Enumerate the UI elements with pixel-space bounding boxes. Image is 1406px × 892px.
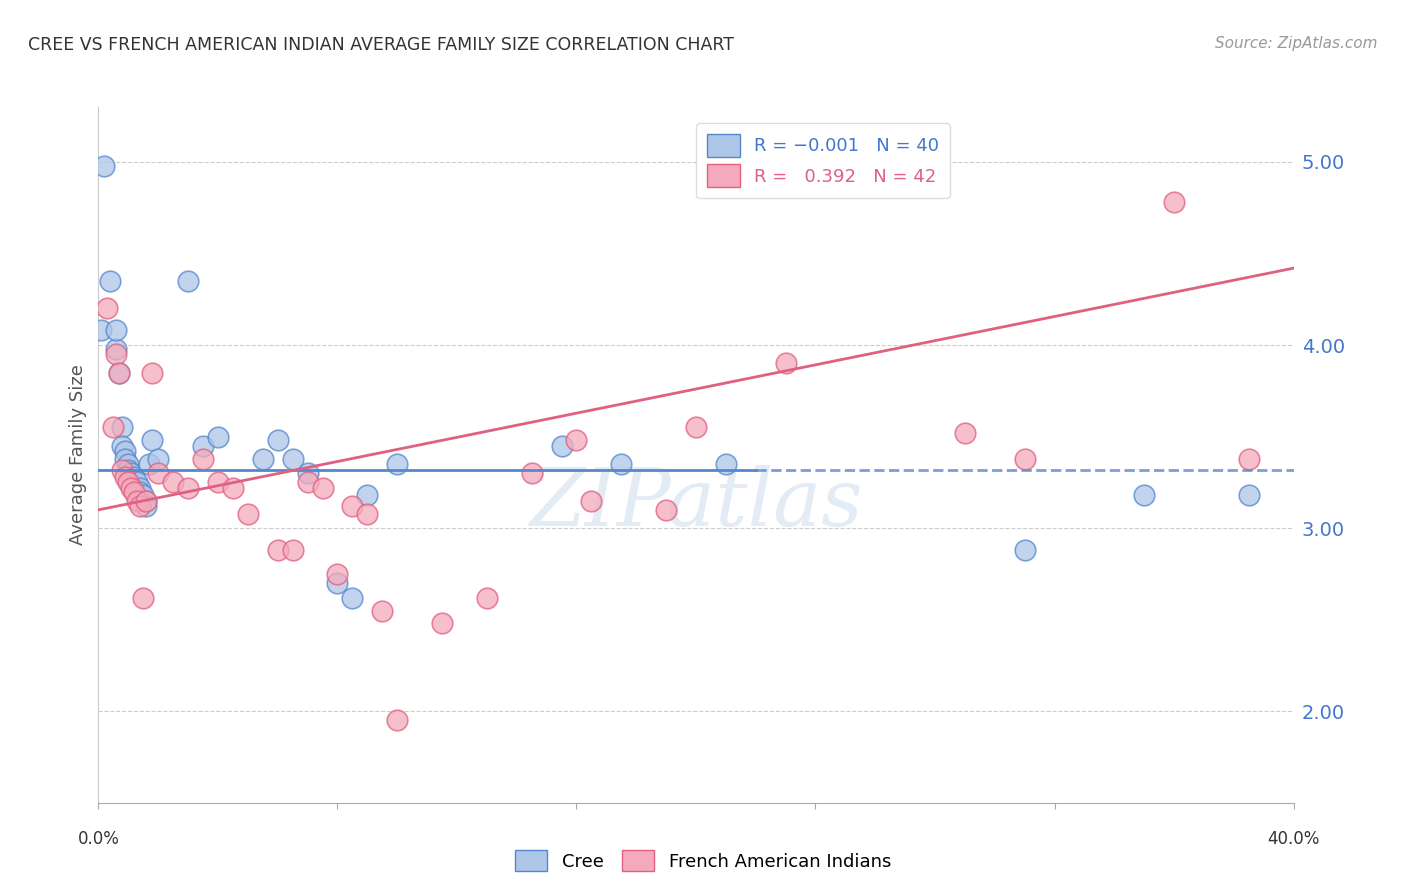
Point — [371, 603, 394, 617]
Point — [222, 481, 245, 495]
Point — [117, 462, 139, 476]
Point — [267, 543, 290, 558]
Point — [124, 470, 146, 484]
Point — [114, 451, 136, 466]
Point — [252, 451, 274, 466]
Point — [111, 439, 134, 453]
Point — [105, 347, 128, 361]
Legend: Cree, French American Indians: Cree, French American Indians — [508, 843, 898, 879]
Point — [775, 356, 797, 370]
Point — [114, 470, 136, 484]
Point — [191, 451, 214, 466]
Point — [90, 323, 112, 337]
Point — [117, 457, 139, 471]
Point — [177, 481, 200, 495]
Text: 0.0%: 0.0% — [77, 830, 120, 848]
Point — [520, 467, 543, 481]
Point — [565, 434, 588, 448]
Point — [141, 434, 163, 448]
Point — [103, 420, 125, 434]
Point — [356, 507, 378, 521]
Legend: R = −0.001   N = 40, R =   0.392   N = 42: R = −0.001 N = 40, R = 0.392 N = 42 — [696, 123, 950, 198]
Point — [714, 457, 737, 471]
Point — [141, 366, 163, 380]
Point — [1237, 451, 1260, 466]
Point — [297, 475, 319, 490]
Point — [326, 576, 349, 591]
Text: Source: ZipAtlas.com: Source: ZipAtlas.com — [1215, 36, 1378, 51]
Point — [135, 499, 157, 513]
Point — [385, 714, 409, 728]
Point — [430, 616, 453, 631]
Point — [342, 499, 364, 513]
Point — [311, 481, 333, 495]
Point — [342, 591, 364, 605]
Point — [132, 591, 155, 605]
Point — [111, 462, 134, 476]
Point — [1014, 543, 1036, 558]
Point — [135, 493, 157, 508]
Point — [120, 481, 142, 495]
Point — [475, 591, 498, 605]
Point — [129, 484, 152, 499]
Point — [120, 467, 142, 481]
Point — [281, 543, 304, 558]
Point — [148, 467, 170, 481]
Point — [685, 420, 707, 434]
Point — [281, 451, 304, 466]
Point — [550, 439, 572, 453]
Point — [138, 457, 160, 471]
Point — [236, 507, 259, 521]
Point — [148, 451, 170, 466]
Point — [111, 420, 134, 434]
Point — [108, 366, 131, 380]
Text: CREE VS FRENCH AMERICAN INDIAN AVERAGE FAMILY SIZE CORRELATION CHART: CREE VS FRENCH AMERICAN INDIAN AVERAGE F… — [28, 36, 734, 54]
Point — [191, 439, 214, 453]
Point — [267, 434, 290, 448]
Point — [105, 323, 128, 337]
Point — [127, 475, 149, 490]
Point — [953, 425, 976, 440]
Point — [96, 301, 118, 316]
Point — [117, 475, 139, 490]
Point — [326, 566, 349, 581]
Point — [132, 488, 155, 502]
Text: 40.0%: 40.0% — [1267, 830, 1320, 848]
Point — [581, 493, 603, 508]
Point — [127, 493, 149, 508]
Point — [655, 503, 678, 517]
Point — [100, 274, 122, 288]
Point — [108, 366, 131, 380]
Point — [93, 159, 115, 173]
Point — [124, 484, 146, 499]
Point — [114, 444, 136, 458]
Point — [610, 457, 633, 471]
Point — [207, 429, 229, 443]
Point — [1237, 488, 1260, 502]
Point — [129, 499, 152, 513]
Text: ZIPatlas: ZIPatlas — [529, 465, 863, 542]
Point — [1163, 195, 1185, 210]
Y-axis label: Average Family Size: Average Family Size — [69, 365, 87, 545]
Point — [356, 488, 378, 502]
Point — [1133, 488, 1156, 502]
Point — [162, 475, 184, 490]
Point — [1014, 451, 1036, 466]
Point — [207, 475, 229, 490]
Point — [105, 342, 128, 356]
Point — [135, 493, 157, 508]
Point — [129, 481, 152, 495]
Point — [385, 457, 409, 471]
Point — [297, 467, 319, 481]
Point — [177, 274, 200, 288]
